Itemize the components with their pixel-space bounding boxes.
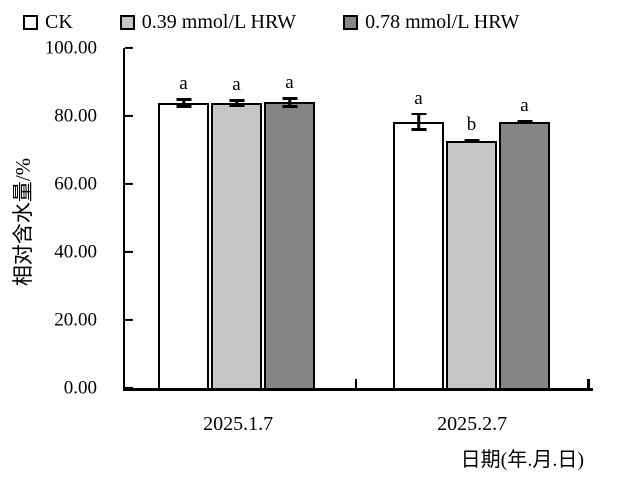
bar-slot: a — [211, 48, 262, 388]
bar — [264, 102, 315, 388]
x-axis-tick-labels: 2025.1.7 2025.2.7 — [123, 412, 591, 438]
legend: CK 0.39 mmol/L HRW 0.78 mmol/L HRW — [23, 12, 519, 32]
significance-letter: a — [232, 74, 241, 95]
bar-slot: a — [393, 48, 444, 388]
legend-label-ck: CK — [45, 11, 73, 33]
y-tick-label: 100.00 — [44, 37, 97, 59]
x-tick-label: 2025.2.7 — [437, 413, 508, 435]
y-tick-label: 60.00 — [54, 173, 97, 195]
x-axis-tick-mark — [354, 379, 358, 388]
significance-letter: a — [179, 73, 188, 95]
x-axis-title: 日期(年.月.日) — [460, 449, 584, 471]
plot-area: a a a a b a — [123, 46, 593, 391]
error-bar — [411, 112, 426, 131]
legend-label-hrw-078: 0.78 mmol/L HRW — [365, 11, 520, 33]
bar — [499, 122, 550, 388]
error-bar-stem — [470, 139, 473, 143]
y-tick-label: 0.00 — [63, 377, 97, 399]
error-bar-stem — [235, 99, 238, 108]
bar-slot: a — [158, 48, 209, 388]
bar — [446, 140, 497, 388]
y-tick-label: 40.00 — [54, 241, 97, 263]
significance-letter: b — [466, 114, 477, 136]
y-tick-label: 20.00 — [54, 309, 97, 331]
y-axis-tick-mark — [125, 318, 133, 322]
significance-letter: a — [520, 95, 529, 117]
y-axis-tick-mark — [125, 386, 133, 390]
bar — [211, 103, 262, 388]
y-axis-tick-mark — [125, 114, 133, 118]
y-tick-label: 80.00 — [54, 105, 97, 127]
significance-letter: a — [285, 72, 294, 94]
legend-swatch-ck — [23, 14, 38, 30]
bar-slot: b — [446, 48, 497, 388]
bar-group-2025-2-7: a b a — [393, 48, 550, 388]
legend-item-hrw-039: 0.39 mmol/L HRW — [119, 11, 297, 33]
error-bar-stem — [417, 112, 420, 131]
bar — [158, 103, 209, 388]
legend-swatch-hrw-078 — [343, 14, 359, 30]
legend-label-hrw-039: 0.39 mmol/L HRW — [141, 11, 297, 33]
bar-slot: a — [264, 48, 315, 388]
error-bar-stem — [523, 120, 526, 125]
error-bar — [229, 99, 244, 108]
error-bar — [517, 120, 532, 125]
y-axis-tick-mark — [125, 182, 133, 186]
error-bar-stem — [288, 97, 291, 108]
x-axis-tick-mark — [587, 379, 590, 388]
error-bar-stem — [182, 98, 185, 108]
legend-item-hrw-078: 0.78 mmol/L HRW — [343, 12, 519, 32]
x-tick-label: 2025.1.7 — [203, 413, 274, 435]
bar-slot: a — [499, 48, 550, 388]
error-bar — [464, 139, 479, 143]
legend-item-ck: CK — [23, 12, 73, 32]
legend-swatch-hrw-039 — [119, 14, 135, 30]
error-bar — [282, 97, 297, 108]
y-axis-tick-mark — [125, 46, 133, 50]
error-bar — [176, 98, 191, 108]
significance-letter: a — [414, 87, 423, 109]
bar — [393, 121, 444, 388]
y-axis-tick-labels: 100.00 80.00 60.00 40.00 20.00 0.00 — [0, 39, 97, 398]
y-axis-tick-mark — [125, 250, 133, 254]
